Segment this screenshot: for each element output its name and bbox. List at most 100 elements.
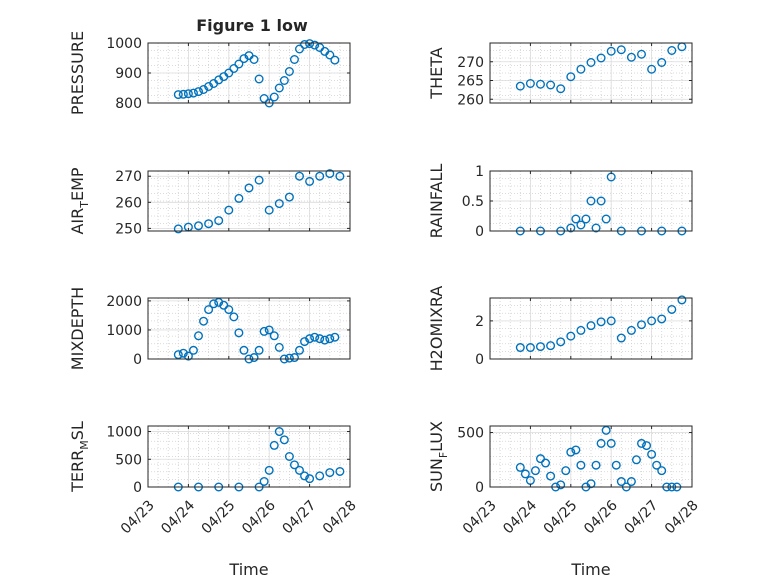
data-point	[626, 52, 636, 62]
axes-box	[147, 425, 351, 488]
data-point	[576, 220, 586, 230]
data-point	[269, 440, 279, 450]
data-point	[204, 305, 214, 315]
data-point	[229, 312, 239, 322]
data-point	[264, 205, 274, 215]
y-tick-label: 0.5	[462, 194, 484, 210]
axes-box	[489, 425, 693, 488]
data-point	[295, 44, 305, 54]
panel-mixdepth: 0 1000 2000 MIXDEPTH	[68, 287, 351, 370]
data-point	[279, 435, 289, 445]
data-point	[214, 297, 224, 307]
data-point	[647, 64, 657, 74]
data-point	[566, 447, 576, 457]
data-point	[596, 438, 606, 448]
data-point	[193, 87, 203, 97]
data-point	[173, 350, 183, 360]
data-point	[254, 74, 264, 84]
data-point	[295, 345, 305, 355]
x-tick-label: 04/23	[460, 497, 500, 537]
data-point	[254, 345, 264, 355]
y-tick-label: 250	[115, 221, 142, 237]
y-axis-label: SUNFLUX	[427, 421, 450, 492]
y-tick-label: 260	[115, 195, 142, 211]
data-point	[305, 334, 315, 344]
data-point	[530, 466, 540, 476]
data-point	[626, 325, 636, 335]
data-point	[229, 63, 239, 73]
data-point	[305, 474, 315, 484]
data-point	[616, 333, 626, 343]
data-point	[284, 353, 294, 363]
data-point	[274, 427, 284, 437]
x-tick-label: 04/24	[500, 497, 540, 537]
x-tick-label: 04/26	[581, 497, 621, 537]
data-point	[234, 59, 244, 69]
data-point	[335, 171, 345, 181]
panel-pressure: 800 900 1000 PRESSURE	[68, 31, 351, 115]
data-point	[310, 40, 320, 50]
x-tick-label: 04/28	[662, 497, 702, 537]
data-point	[274, 199, 284, 209]
panel-theta: 260 265 270 THETA	[427, 42, 693, 108]
data-point	[657, 466, 667, 476]
data-point	[300, 471, 310, 481]
data-point	[300, 40, 310, 50]
y-tick-label: 0	[475, 224, 484, 240]
data-point	[325, 334, 335, 344]
data-point	[305, 39, 315, 49]
data-point	[566, 72, 576, 82]
data-point	[596, 53, 606, 63]
data-series	[515, 42, 687, 94]
data-point	[259, 476, 269, 486]
data-point	[224, 68, 234, 78]
data-point	[204, 219, 214, 229]
data-series	[173, 39, 340, 108]
data-point	[325, 169, 335, 179]
x-tick-label: 04/26	[239, 497, 279, 537]
axes-box	[147, 170, 351, 232]
data-point	[325, 50, 335, 60]
y-tick-label: 270	[457, 55, 484, 71]
data-point	[576, 325, 586, 335]
data-point	[657, 314, 667, 324]
data-point	[244, 183, 254, 193]
data-series	[515, 295, 687, 353]
x-tick-label: 04/27	[622, 497, 662, 537]
y-axis-label: TERRMSL	[68, 421, 91, 493]
y-tick-label: 0	[133, 480, 142, 496]
data-point	[647, 449, 657, 459]
minor-grid	[147, 297, 351, 360]
data-point	[581, 214, 591, 224]
data-point	[178, 348, 188, 358]
data-point	[214, 216, 224, 226]
data-point	[234, 328, 244, 338]
data-point	[295, 465, 305, 475]
minor-grid	[489, 425, 693, 488]
x-tick-label: 04/28	[320, 497, 360, 537]
data-point	[284, 452, 294, 462]
data-point	[289, 353, 299, 363]
figure-title: Figure 1 low	[196, 16, 308, 35]
data-point	[601, 425, 611, 435]
data-point	[284, 66, 294, 76]
data-series	[173, 169, 345, 234]
data-point	[520, 469, 530, 479]
data-point	[601, 214, 611, 224]
data-point	[315, 171, 325, 181]
data-point	[591, 460, 601, 470]
data-point	[677, 295, 687, 305]
axes-box	[147, 297, 351, 360]
data-point	[259, 326, 269, 336]
y-tick-label: 260	[457, 92, 484, 108]
data-point	[274, 83, 284, 93]
y-axis-label: RAINFALL	[427, 164, 446, 239]
data-point	[556, 480, 566, 490]
y-tick-label: 2000	[106, 294, 142, 310]
data-point	[647, 316, 657, 326]
data-point	[525, 78, 535, 88]
axes-box	[489, 297, 693, 360]
data-point	[652, 460, 662, 470]
panel-rainfall: 0 0.5 1 RAINFALL	[427, 164, 693, 240]
